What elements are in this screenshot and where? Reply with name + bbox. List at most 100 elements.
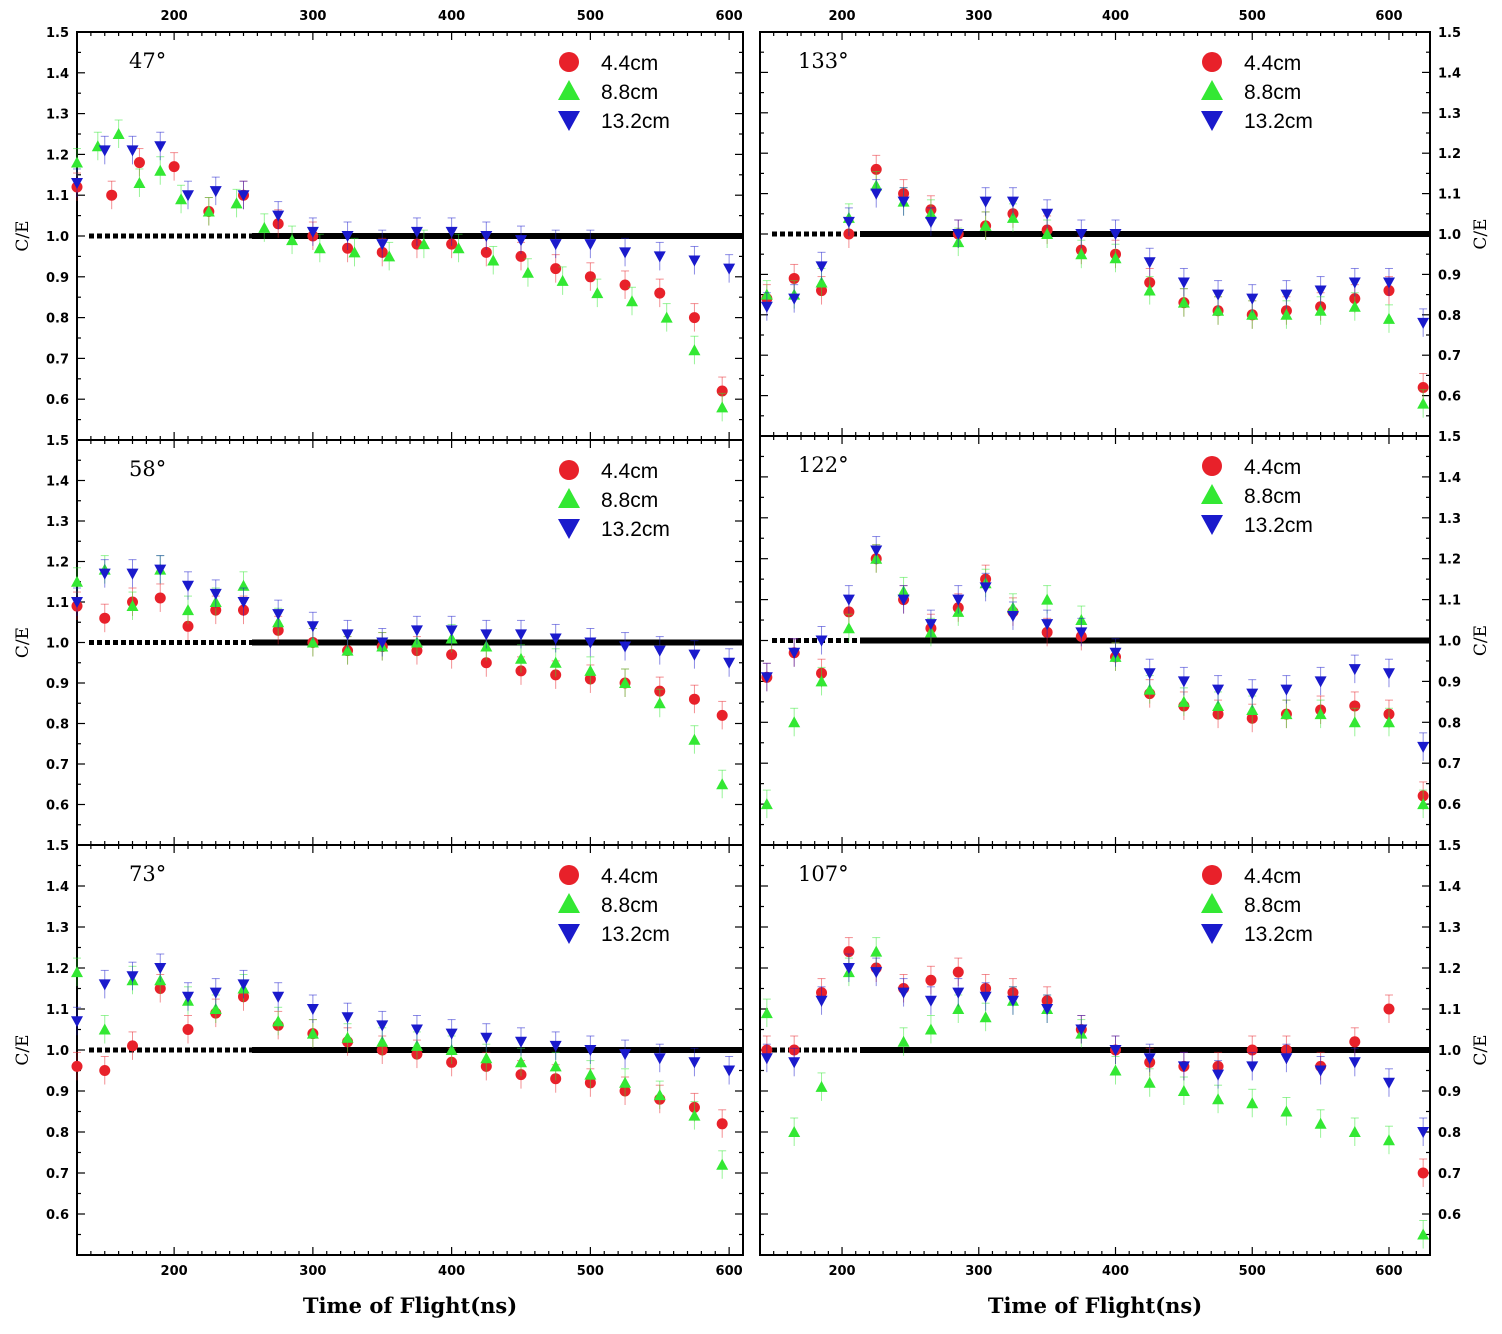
- data-point: [591, 287, 604, 299]
- data-point: [760, 301, 773, 313]
- x-tick-label: 400: [1102, 1264, 1129, 1279]
- data-point: [979, 991, 992, 1003]
- y-tick-label: 1.5: [1438, 26, 1461, 41]
- series-8-8cm: [760, 171, 1430, 418]
- data-point: [230, 197, 243, 209]
- data-point: [272, 210, 285, 222]
- y-axis-label: C/E: [13, 1034, 33, 1065]
- series-13-2cm: [71, 953, 736, 1085]
- y-tick-label: 0.7: [1438, 1167, 1461, 1182]
- legend-marker: [558, 111, 580, 131]
- x-tick-label: 300: [965, 9, 992, 24]
- data-point: [1382, 716, 1395, 728]
- legend-label: 8.8cm: [601, 81, 658, 104]
- data-point: [1280, 1053, 1293, 1065]
- y-tick-label: 0.8: [1438, 1126, 1461, 1141]
- data-point: [870, 967, 883, 979]
- legend: 4.4cm 8.8cm 13.2cm: [558, 52, 670, 133]
- data-point: [619, 1049, 632, 1061]
- data-point: [237, 597, 250, 608]
- series-13-2cm: [760, 179, 1430, 337]
- data-point: [1006, 196, 1019, 208]
- data-point: [1382, 277, 1395, 289]
- legend-marker: [1201, 515, 1223, 535]
- series-13-2cm: [760, 953, 1430, 1146]
- angle-label: 107°: [798, 862, 849, 886]
- data-point: [209, 588, 222, 600]
- data-point: [112, 128, 125, 139]
- data-point: [1314, 1065, 1327, 1077]
- legend-marker: [1201, 80, 1223, 100]
- y-tick-label: 1.1: [46, 596, 69, 611]
- data-point: [1143, 1076, 1156, 1088]
- data-point: [1348, 716, 1361, 728]
- legend-marker: [558, 80, 580, 100]
- legend-label: 13.2cm: [1244, 514, 1313, 537]
- x-tick-label: 400: [1102, 9, 1129, 24]
- data-point: [952, 1003, 965, 1014]
- y-tick-label: 1.1: [46, 1003, 69, 1018]
- y-tick-label: 1.4: [1438, 880, 1461, 895]
- series-4-4cm: [71, 148, 728, 406]
- data-point: [924, 1023, 937, 1035]
- data-point: [480, 657, 492, 669]
- data-point: [760, 798, 773, 810]
- data-point: [619, 677, 632, 688]
- data-point: [515, 629, 527, 641]
- data-point: [1348, 277, 1361, 289]
- data-point: [1177, 695, 1190, 707]
- data-point: [1382, 1134, 1395, 1146]
- data-point: [71, 597, 83, 608]
- data-point: [1006, 610, 1019, 622]
- data-point: [1212, 684, 1225, 696]
- data-point: [1177, 296, 1190, 308]
- legend: 4.4cm 8.8cm 13.2cm: [1201, 865, 1313, 946]
- data-point: [723, 657, 736, 669]
- data-point: [348, 246, 361, 258]
- data-point: [1349, 1036, 1361, 1048]
- data-point: [1280, 708, 1293, 720]
- data-point: [341, 644, 354, 656]
- data-point: [341, 1012, 354, 1024]
- data-point: [1075, 248, 1088, 260]
- series-4-4cm: [761, 544, 1429, 810]
- y-tick-label: 0.8: [1438, 309, 1461, 324]
- data-point: [688, 255, 701, 267]
- data-point: [341, 231, 354, 242]
- data-point: [688, 649, 701, 661]
- data-point: [1382, 668, 1395, 680]
- data-point: [126, 971, 139, 983]
- legend-marker: [1202, 456, 1222, 476]
- data-point: [979, 1011, 992, 1023]
- legend-label: 13.2cm: [601, 110, 670, 133]
- data-point: [924, 995, 937, 1007]
- data-point: [1246, 1097, 1259, 1109]
- data-point: [1109, 1045, 1122, 1056]
- x-tick-label: 600: [716, 1264, 743, 1279]
- data-point: [1006, 211, 1019, 223]
- legend-label: 13.2cm: [1244, 923, 1313, 946]
- data-point: [723, 1065, 736, 1077]
- data-point: [154, 564, 167, 576]
- data-point: [1314, 285, 1327, 297]
- legend: 4.4cm 8.8cm 13.2cm: [1201, 456, 1313, 537]
- legend-marker: [1201, 484, 1223, 504]
- data-point: [1177, 1085, 1190, 1096]
- y-tick-label: 1.0: [1438, 1044, 1461, 1059]
- y-tick-label: 1.2: [1438, 962, 1461, 977]
- x-tick-label: 500: [577, 9, 604, 24]
- data-point: [1143, 257, 1156, 269]
- data-point: [445, 1044, 458, 1055]
- data-point: [175, 193, 188, 205]
- x-axis-label: Time of Flight(ns): [303, 1293, 517, 1318]
- data-point: [237, 190, 250, 202]
- x-tick-label: 200: [161, 1264, 188, 1279]
- legend-label: 8.8cm: [1244, 485, 1301, 508]
- data-point: [515, 250, 527, 262]
- data-point: [376, 1035, 389, 1047]
- y-tick-label: 1.4: [1438, 471, 1461, 486]
- data-point: [584, 271, 596, 283]
- series-4-4cm: [761, 154, 1429, 402]
- data-point: [126, 145, 139, 157]
- data-point: [452, 242, 465, 254]
